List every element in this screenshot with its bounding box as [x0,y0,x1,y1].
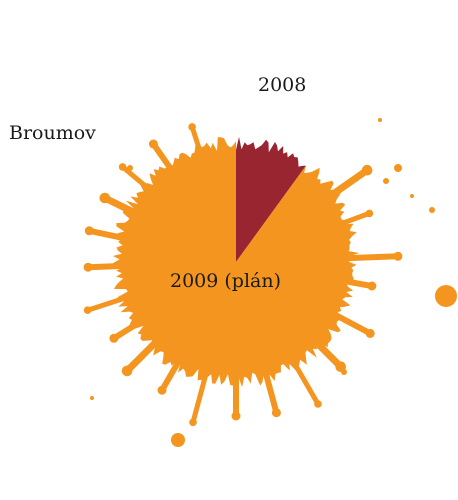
pie-slice-2009-pl-n- [110,137,360,388]
splatter-spike [110,318,144,342]
splatter-spike-tip [118,163,127,171]
splatter-spike [85,294,132,313]
splatter-droplet [394,164,402,172]
splatter-droplet [90,396,94,400]
splatter-spike [85,262,128,271]
splatter-spike-tip [231,411,241,421]
splatter-droplet [127,165,133,171]
splatter-spike [159,356,183,394]
splatter-spike-tip [121,365,133,377]
splatter-spike [150,141,175,174]
splatter-droplet [171,433,185,447]
splatter-spike [86,227,130,242]
splatter-droplet [410,194,414,198]
splatter-spike-tip [83,306,92,315]
splatter-spike-tip [83,262,93,272]
pie-slice-2008 [236,136,306,262]
splatter-spike-tip [365,328,375,338]
splatter-spike [101,194,139,217]
splatter-droplet [378,118,382,122]
splatter-droplet [429,207,435,213]
splatter-spike [311,337,345,371]
slice-label-2008: 2008 [258,74,307,96]
splatter-spike-tip [365,209,374,218]
chart-title: Broumov [9,122,96,144]
splatter-spike-tip [157,385,167,395]
splatter-spike-tip [188,123,196,131]
splatter-spike-tip [99,192,111,204]
splatter-spike-tip [361,164,373,176]
splatter-spike-tip [84,226,94,236]
splatter-spike-tip [393,251,403,261]
splatter-spike [289,356,321,407]
splatter-spike [331,311,374,337]
splatter-spike [120,164,153,193]
splatter-spike-tip [109,333,119,343]
splatter-spike [338,210,372,227]
splatter-spike [324,166,371,202]
splatter-spike [190,367,210,425]
splatter-spike [344,253,401,262]
splatter-spike-tip [271,408,281,418]
splatter-spike-tip [189,418,197,427]
splatter-spike [189,124,204,158]
splatter-droplet [341,369,347,375]
splatter-droplet [383,178,389,184]
splatter-spike-tip [367,281,377,291]
slice-label-2009: 2009 (plán) [170,270,282,292]
splatter-droplet [435,285,457,307]
splatter-spike [123,337,161,375]
splatter-spike [262,367,280,416]
splatter-spike-tip [148,139,158,149]
splatter-spike-tip [314,400,322,408]
